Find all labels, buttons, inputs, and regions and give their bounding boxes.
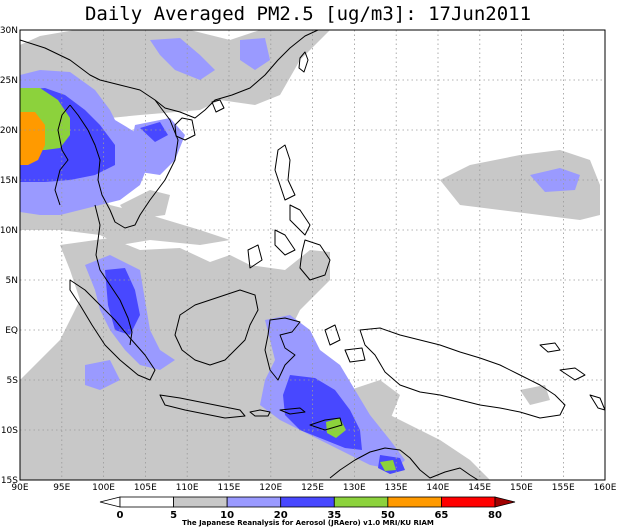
lon-tick-label: 160E: [594, 483, 617, 493]
colorbar-segment: [280, 496, 335, 508]
lat-tick-label: 5S: [7, 376, 19, 386]
lat-tick-label: 30N: [0, 26, 18, 36]
map-frame: [19, 29, 606, 481]
colorbar-level-label: 20: [274, 510, 288, 521]
coastlines: [20, 30, 605, 480]
lon-tick-label: 95E: [53, 483, 70, 493]
lat-tick-label: 15S: [1, 476, 18, 486]
colorbar: 0 5 10 20 35 50 65 80: [99, 496, 516, 521]
lon-tick-label: 120E: [259, 483, 282, 493]
colorbar-level-label: 0: [117, 510, 124, 521]
colorbar-segment: [173, 496, 228, 508]
colorbar-level-label: 5: [170, 510, 177, 521]
colorbar-segment: [119, 496, 174, 508]
lon-tick-label: 105E: [134, 483, 157, 493]
lat-tick-label: EQ: [5, 326, 18, 336]
colorbar-level-label: 80: [488, 510, 502, 521]
lon-tick-label: 150E: [510, 483, 533, 493]
lon-tick-label: 100E: [92, 483, 115, 493]
lon-tick-label: 90E: [11, 483, 28, 493]
credit-text: The Japanese Reanalysis for Aerosol (JRA…: [182, 519, 434, 527]
colorbar-level-label: 50: [381, 510, 395, 521]
latitude-tick-labels: 30N 25N 20N 15N 10N 5N EQ 5S 10S 15S: [0, 26, 18, 486]
lon-tick-label: 155E: [552, 483, 575, 493]
colorbar-segment: [387, 496, 442, 508]
lon-tick-label: 145E: [468, 483, 491, 493]
lat-tick-label: 10S: [1, 426, 18, 436]
lat-tick-label: 25N: [0, 76, 18, 86]
colorbar-segment: [333, 496, 389, 508]
lat-tick-label: 20N: [0, 126, 18, 136]
colorbar-segment: [99, 496, 121, 508]
pm25-field: [20, 30, 605, 480]
longitude-tick-labels: 90E 95E 100E 105E 110E 115E 120E 125E 130E 135E 14…: [11, 483, 616, 493]
map-title: Daily Averaged PM2.5 [ug/m3]: 17Jun2011: [85, 3, 531, 25]
lat-tick-label: 10N: [0, 226, 18, 236]
colorbar-level-label: 35: [327, 510, 341, 521]
colorbar-segment: [494, 496, 516, 508]
lat-tick-label: 15N: [0, 176, 18, 186]
lon-tick-label: 110E: [176, 483, 199, 493]
colorbar-segment: [226, 496, 282, 508]
colorbar-segment: [441, 496, 496, 508]
lon-tick-label: 140E: [426, 483, 449, 493]
lon-tick-label: 125E: [301, 483, 324, 493]
colorbar-level-label: 10: [220, 510, 234, 521]
colorbar-level-label: 65: [434, 510, 448, 521]
lat-tick-label: 5N: [6, 276, 18, 286]
lon-tick-label: 130E: [343, 483, 366, 493]
lon-tick-label: 135E: [385, 483, 408, 493]
lon-tick-label: 115E: [217, 483, 240, 493]
